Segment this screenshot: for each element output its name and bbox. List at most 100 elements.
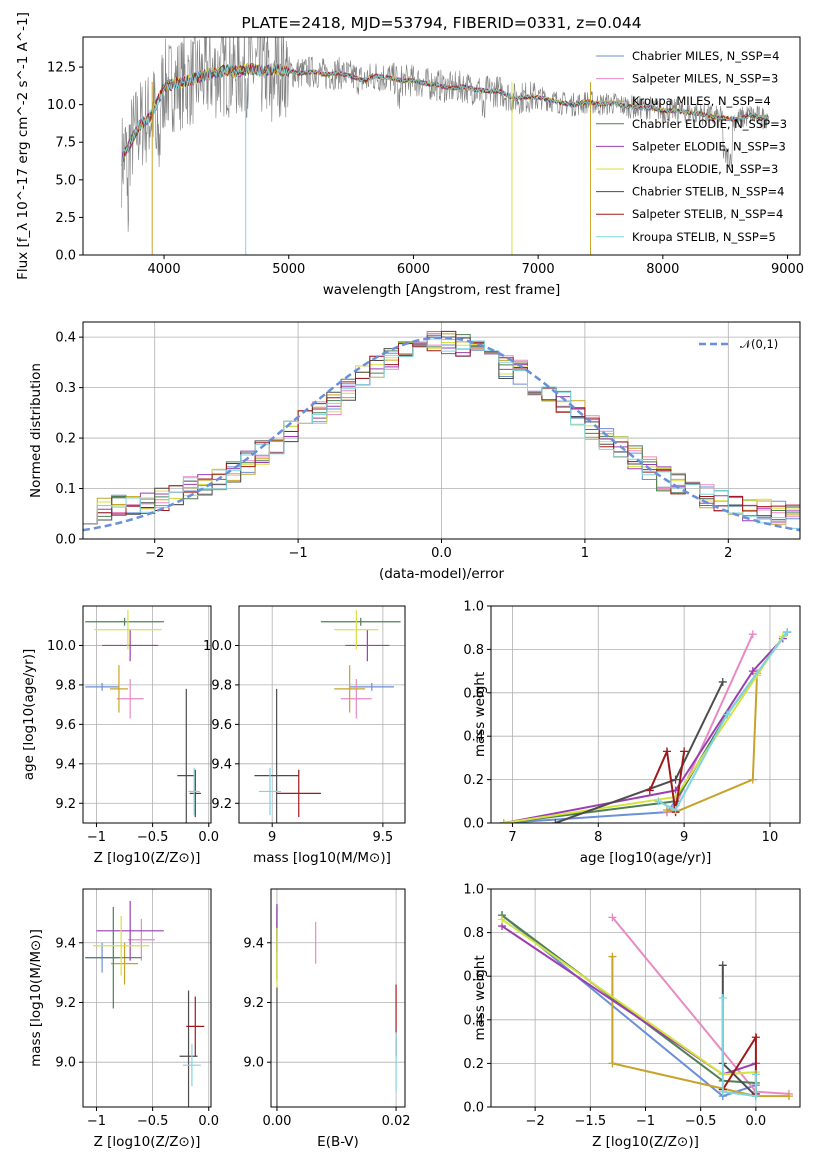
y-axis-label: Normed distribution (28, 363, 44, 498)
legend-label: Salpeter MILES, N_SSP=3 (632, 72, 778, 86)
x-tick-label: 4000 (148, 262, 181, 277)
y-tick-label: 9.0 (55, 1056, 76, 1071)
y-tick-label: 0.0 (55, 533, 76, 548)
weight-marker (783, 628, 792, 637)
weight-marker (718, 1087, 727, 1096)
weight-line-2 (611, 956, 789, 1098)
y-tick-label: 9.2 (243, 996, 264, 1011)
plot-area-spectrum (121, 37, 769, 255)
weight-line-2 (666, 673, 759, 814)
y-tick-label: 9.8 (55, 678, 76, 693)
weight-line-4 (501, 925, 757, 1076)
y-tick-label: 0.0 (55, 249, 76, 264)
weight-marker (608, 913, 617, 922)
legend-label: Chabrier ELODIE, N_SSP=3 (632, 117, 787, 131)
y-tick-label: 0.0 (463, 817, 484, 832)
weight-line-3 (501, 914, 756, 1084)
y-tick-label: 1.0 (463, 600, 484, 615)
y-tick-label: 0.6 (463, 970, 484, 985)
y-tick-label: 9.4 (55, 936, 76, 951)
x-tick-label: −1 (87, 1114, 106, 1129)
weight-marker (671, 775, 680, 784)
weight-marker (784, 1092, 793, 1101)
y-axis-label: mass weight (472, 672, 488, 757)
y-tick-label: 0.8 (463, 643, 484, 658)
y-tick-label: 9.0 (243, 1056, 264, 1071)
x-tick-label: −1.5 (575, 1114, 607, 1129)
axes-frame (270, 888, 406, 1108)
x-tick-label: 2 (724, 546, 732, 561)
legend-label: Salpeter ELODIE, N_SSP=3 (632, 139, 786, 153)
weight-marker (671, 805, 680, 814)
weight-marker (748, 667, 757, 676)
x-tick-label: −0.5 (137, 1114, 169, 1129)
weight-line-8 (657, 631, 788, 812)
y-tick-label: 9.6 (211, 718, 232, 733)
x-axis-label: E(B-V) (317, 1134, 359, 1150)
plot-area-z-weight (498, 911, 793, 1101)
weight-line-0 (501, 914, 757, 1098)
weight-marker (748, 775, 757, 784)
y-tick-label: 9.2 (55, 996, 76, 1011)
weight-marker (723, 710, 732, 719)
x-tick-label: 10 (762, 830, 779, 845)
x-tick-label: −2 (145, 546, 164, 561)
weight-line-7 (648, 747, 686, 813)
legend-label: Chabrier MILES, N_SSP=4 (632, 49, 779, 63)
x-tick-label: 1 (581, 546, 589, 561)
x-tick-label: −0.5 (137, 830, 169, 845)
x-tick-label: 7000 (522, 262, 555, 277)
y-tick-label: 9.8 (211, 678, 232, 693)
y-axis-label: age [log10(age/yr)] (21, 649, 37, 781)
y-axis-label: Flux [f_λ 10^-17 erg cm^-2 s^-1 A^-1] (15, 12, 31, 280)
plot-area-z-mass (85, 900, 205, 1107)
axes-frame (82, 605, 212, 824)
plot-area-z-age (85, 609, 201, 823)
x-tick-label: 0.0 (198, 1114, 219, 1129)
y-tick-label: 2.5 (55, 211, 76, 226)
x-axis-label: age [log10(age/yr)] (580, 850, 712, 866)
y-tick-label: 0.1 (55, 482, 76, 497)
x-tick-label: −1 (289, 546, 308, 561)
legend-label: Kroupa ELODIE, N_SSP=3 (632, 162, 778, 176)
axes-frame (82, 36, 801, 256)
y-tick-label: 9.2 (211, 797, 232, 812)
y-tick-label: 0.0 (463, 1101, 484, 1116)
y-tick-label: 0.2 (463, 773, 484, 788)
x-tick-label: 0.0 (198, 830, 219, 845)
weight-marker (718, 961, 727, 970)
y-tick-label: 12.5 (47, 61, 76, 76)
weight-marker (718, 677, 727, 686)
x-tick-label: 9.5 (373, 830, 394, 845)
axes-frame (490, 605, 801, 824)
x-tick-label: 9 (680, 830, 688, 845)
weight-marker (498, 915, 507, 924)
legend-label: Kroupa MILES, N_SSP=4 (632, 94, 771, 108)
weight-line-4 (503, 637, 784, 823)
y-tick-label: 9.6 (55, 718, 76, 733)
weight-marker (662, 747, 671, 756)
model-spectrum-6 (121, 63, 769, 166)
y-axis-label: mass [log10(M/M⊙)] (28, 929, 44, 1067)
histogram-series-8 (83, 338, 800, 539)
x-tick-label: 0.00 (262, 1114, 291, 1129)
weight-marker (748, 630, 757, 639)
plot-area-age-weight (499, 628, 792, 823)
weight-line-8 (721, 998, 757, 1098)
legend-label: Kroupa STELIB, N_SSP=5 (632, 230, 776, 244)
weight-marker (608, 1059, 617, 1068)
y-tick-label: 7.5 (55, 136, 76, 151)
y-tick-label: 5.0 (55, 173, 76, 188)
y-tick-label: 9.2 (55, 797, 76, 812)
x-tick-label: −2 (526, 1114, 545, 1129)
weight-marker (654, 797, 663, 806)
y-tick-label: 0.4 (55, 331, 76, 346)
x-tick-label: 6000 (397, 262, 430, 277)
weight-marker (680, 747, 689, 756)
y-tick-label: 0.4 (463, 1013, 484, 1028)
y-tick-label: 0.2 (463, 1057, 484, 1072)
x-tick-label: −0.5 (685, 1114, 717, 1129)
x-axis-label: wavelength [Angstrom, rest frame] (323, 282, 561, 298)
legend-label: Chabrier STELIB, N_SSP=4 (632, 185, 784, 199)
